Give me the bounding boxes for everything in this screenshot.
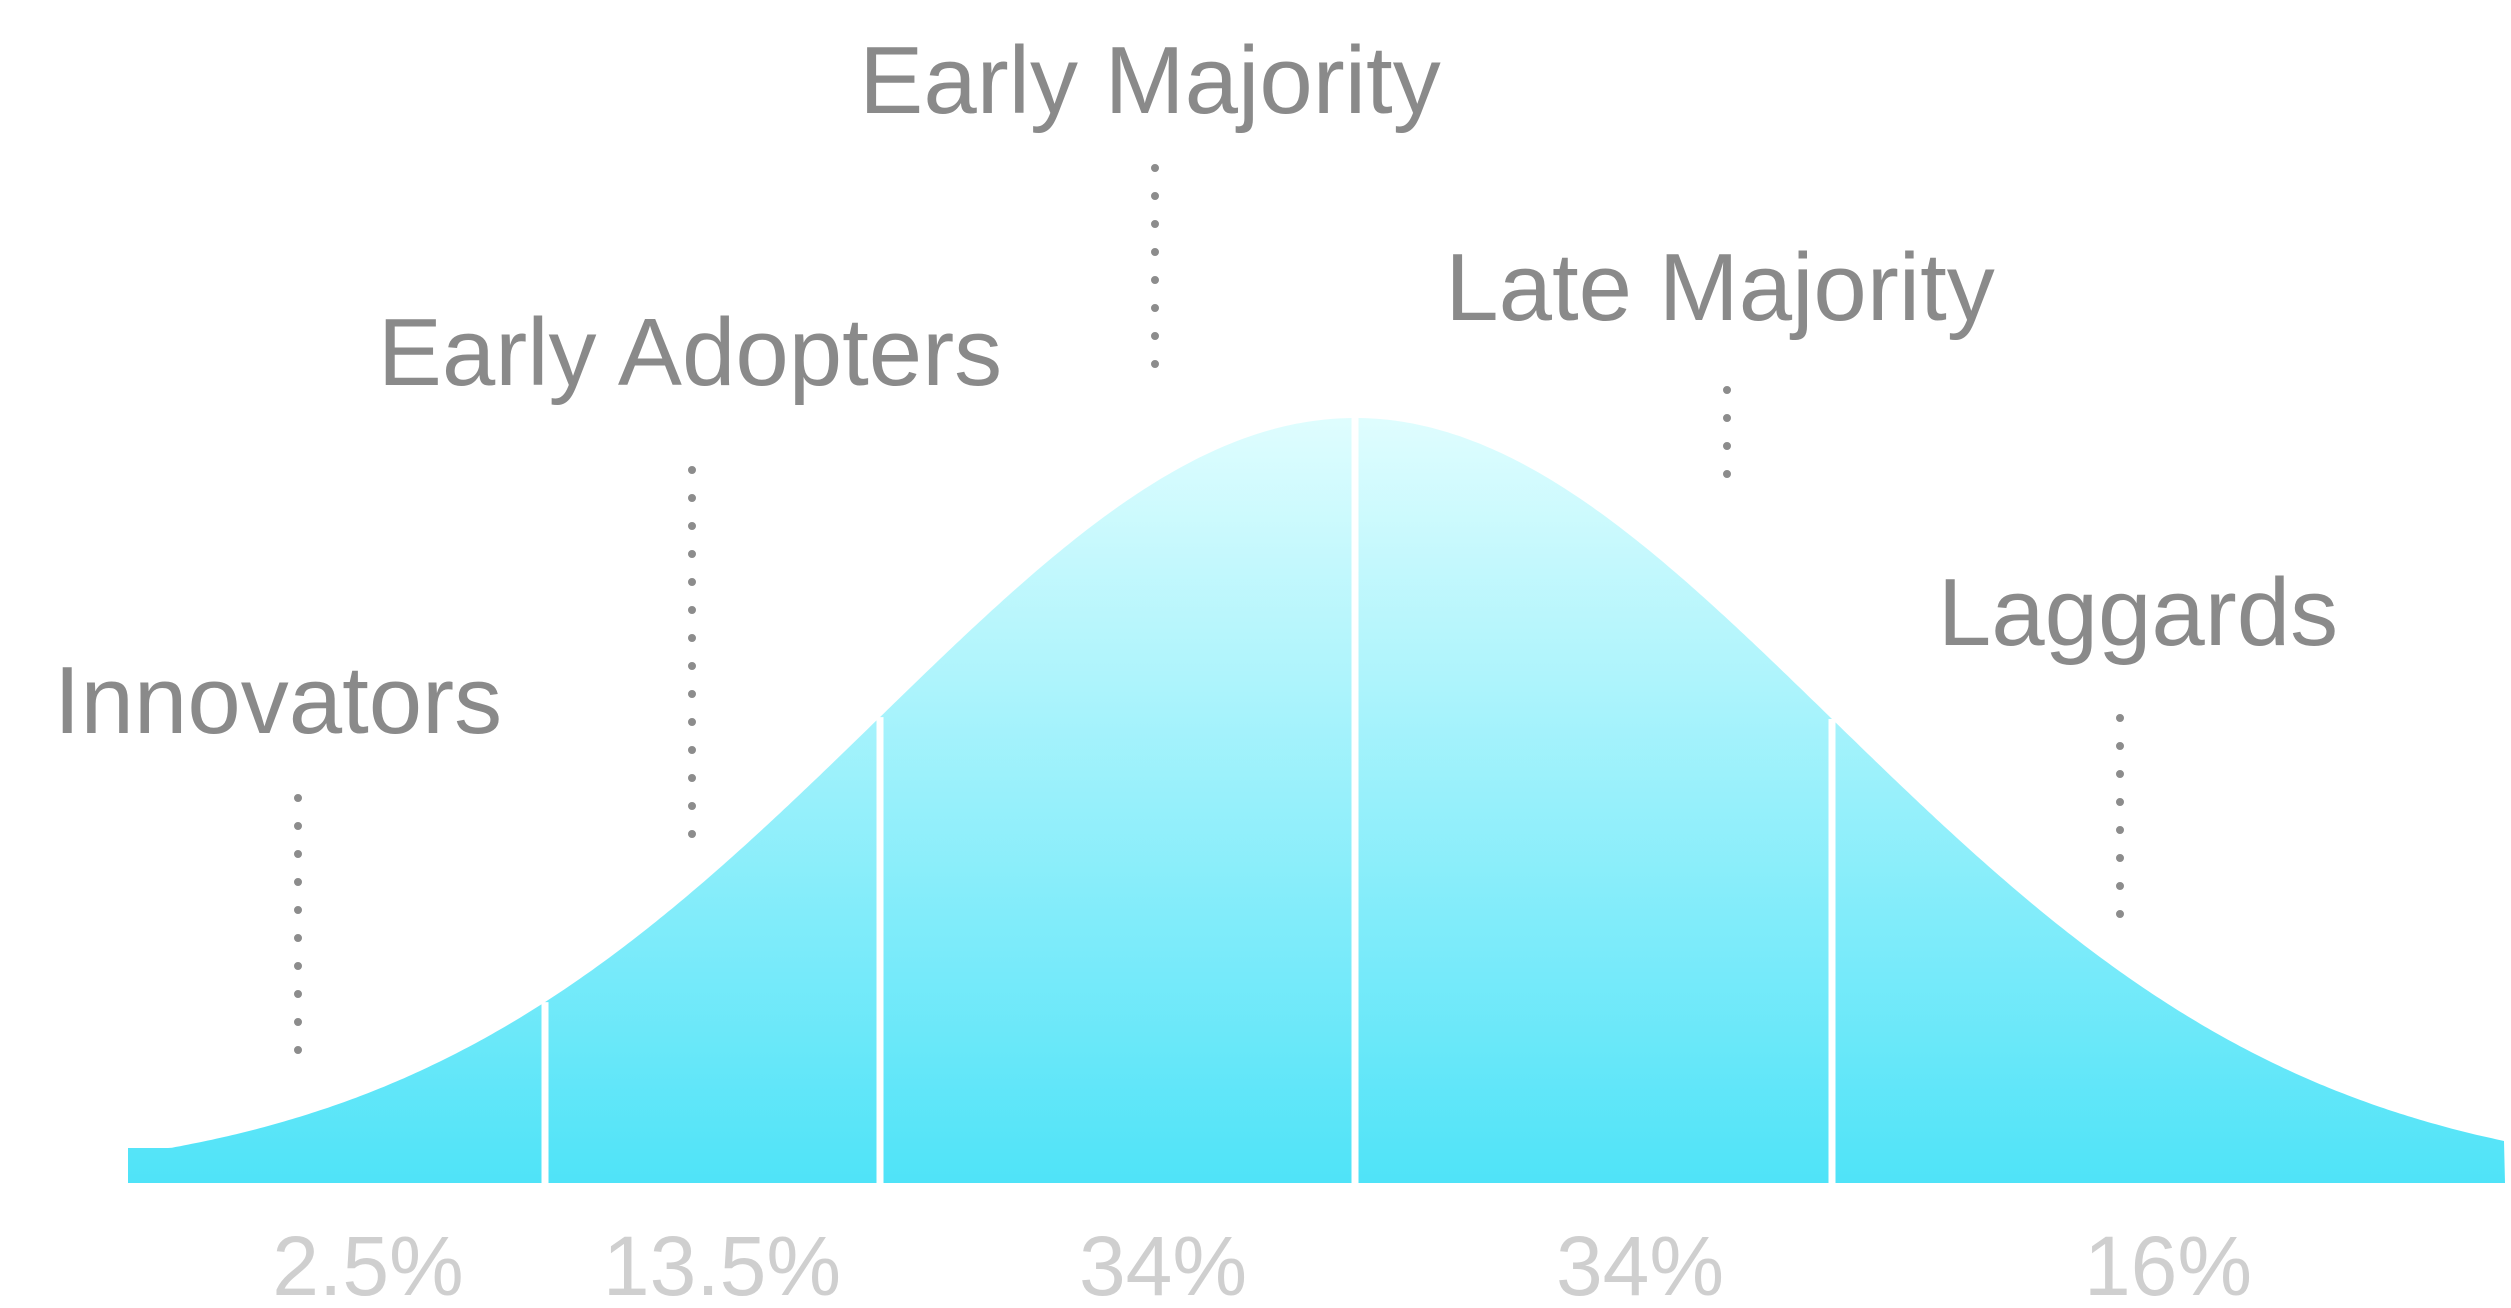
- percent-early-adopters: 13.5%: [603, 1219, 841, 1308]
- label-innovators: Innovators: [54, 647, 502, 754]
- category-labels: Innovators Early Adopters Early Majority…: [54, 27, 2338, 754]
- percent-late-majority: 34%: [1556, 1219, 1724, 1308]
- percent-labels: 2.5% 13.5% 34% 34% 16%: [272, 1219, 2252, 1308]
- percent-early-majority: 34%: [1079, 1219, 1247, 1308]
- segment-dividers: [541, 418, 1836, 1183]
- label-laggards: Laggards: [1938, 559, 2338, 666]
- leader-lines: [294, 164, 2124, 1072]
- label-late-majority: Late Majority: [1445, 234, 1995, 341]
- label-early-adopters: Early Adopters: [378, 299, 1002, 406]
- bell-curve: [128, 418, 2505, 1183]
- label-early-majority: Early Majority: [859, 27, 1440, 134]
- percent-innovators: 2.5%: [272, 1219, 463, 1308]
- percent-laggards: 16%: [2084, 1219, 2252, 1308]
